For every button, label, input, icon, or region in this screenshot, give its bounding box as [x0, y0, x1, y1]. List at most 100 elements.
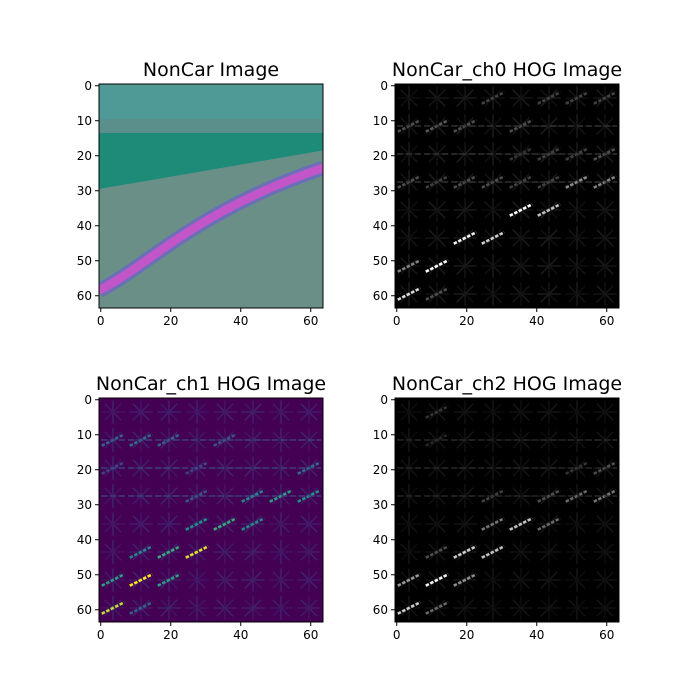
- hog-gradient-mark: [509, 119, 533, 133]
- hog-cell-line: [512, 459, 530, 477]
- hog-gradient-mark: [101, 573, 125, 587]
- y-tick-label: 50: [77, 568, 92, 582]
- hog-gradient-mark: [129, 545, 153, 559]
- hog-gradient-mark: [425, 405, 449, 419]
- hog-gradient-mark: [453, 573, 477, 587]
- hog-cell-line: [596, 571, 614, 589]
- y-tick-label: 40: [373, 219, 388, 233]
- x-tick-label: 60: [303, 314, 318, 328]
- y-tick-label: 10: [77, 114, 92, 128]
- hog-gradient-mark: [537, 517, 561, 531]
- hog-background: [395, 84, 619, 308]
- hog-cell-line: [216, 599, 234, 617]
- hog-gradient-mark: [481, 545, 505, 559]
- hog-cell-line: [400, 229, 418, 247]
- hog-cell-line: [104, 515, 122, 533]
- hog-cell-line: [512, 571, 530, 589]
- hog-cell-line: [596, 515, 614, 533]
- horizon-band: [99, 119, 323, 133]
- hog-cell-line: [160, 403, 178, 421]
- y-tick-label: 30: [77, 184, 92, 198]
- hog-cell-line: [428, 201, 446, 219]
- subplot-0: NonCar Image 0 20 40 60 0 10 20 30 40 50 60: [77, 59, 324, 328]
- x-tick-label: 40: [233, 314, 248, 328]
- hog-cell-line: [428, 515, 446, 533]
- y-tick-label: 20: [373, 463, 388, 477]
- hog-cell-line: [568, 229, 586, 247]
- hog-gradient-mark: [425, 573, 449, 587]
- subplot-title: NonCar_ch1 HOG Image: [96, 373, 326, 395]
- y-tick-label: 0: [380, 393, 388, 407]
- y-tick-label: 50: [77, 254, 92, 268]
- y-tick-label: 30: [77, 498, 92, 512]
- hog-gradient-mark: [185, 545, 209, 559]
- hog-cell-line: [568, 571, 586, 589]
- hog-cell-line: [568, 543, 586, 561]
- y-tick-label: 50: [373, 254, 388, 268]
- hog-cell-line: [244, 431, 262, 449]
- lane-line: [99, 164, 323, 295]
- hog-cell-line: [512, 599, 530, 617]
- hog-gradient-mark: [481, 231, 505, 245]
- hog-cell-line: [272, 515, 290, 533]
- x-tick-label: 60: [599, 628, 614, 642]
- hog-cell-line: [400, 403, 418, 421]
- hog-cell-line: [400, 201, 418, 219]
- hog-cell-line: [456, 515, 474, 533]
- hog-gradient-mark: [593, 91, 617, 105]
- hog-cell-line: [456, 257, 474, 275]
- hog-cell-line: [512, 285, 530, 303]
- y-tick-label: 0: [84, 393, 92, 407]
- hog-cell-line: [484, 403, 502, 421]
- y-tick-label: 20: [77, 149, 92, 163]
- hog-gradient-mark: [537, 91, 561, 105]
- hog-cell-line: [540, 459, 558, 477]
- hog-gradient-mark: [397, 601, 421, 615]
- x-tick-label: 20: [459, 628, 474, 642]
- hog-gradient-mark: [565, 91, 589, 105]
- hog-cell-line: [512, 487, 530, 505]
- hog-cell-line: [484, 285, 502, 303]
- hog-gradient-mark: [425, 545, 449, 559]
- hog-cell-line: [216, 403, 234, 421]
- hog-gradient-mark: [241, 489, 265, 503]
- hog-cell-line: [568, 285, 586, 303]
- hog-gradient-mark: [397, 287, 421, 301]
- y-tick-label: 20: [373, 149, 388, 163]
- y-tick-label: 60: [77, 603, 92, 617]
- image-area: [395, 84, 619, 308]
- hog-cell-line: [596, 257, 614, 275]
- hog-cell-line: [456, 599, 474, 617]
- hog-gradient-mark: [425, 287, 449, 301]
- hog-cell-line: [188, 403, 206, 421]
- hog-gradient-mark: [157, 573, 181, 587]
- image-area: [395, 398, 619, 622]
- hog-cell-line: [428, 89, 446, 107]
- y-tick-label: 60: [373, 603, 388, 617]
- y-tick-label: 0: [84, 79, 92, 93]
- y-tick-label: 0: [380, 79, 388, 93]
- hog-cell-line: [568, 201, 586, 219]
- hog-cell-line: [596, 285, 614, 303]
- hog-cell-line: [540, 117, 558, 135]
- subplot-title: NonCar_ch2 HOG Image: [392, 373, 622, 395]
- hog-cell-line: [132, 403, 150, 421]
- x-tick-label: 40: [529, 628, 544, 642]
- y-tick-label: 40: [373, 533, 388, 547]
- hog-cell-line: [160, 515, 178, 533]
- y-tick-label: 40: [77, 533, 92, 547]
- hog-gradient-mark: [509, 203, 533, 217]
- hog-cell-line: [568, 403, 586, 421]
- hog-gradient-mark: [537, 203, 561, 217]
- hog-cell-line: [512, 257, 530, 275]
- hog-gradient-mark: [157, 545, 181, 559]
- axes-frame: [394, 397, 620, 623]
- hog-gradient-mark: [453, 231, 477, 245]
- x-tick-label: 40: [529, 314, 544, 328]
- hog-gradient-mark: [101, 601, 125, 615]
- grass-region: [99, 133, 323, 189]
- hog-cell-line: [132, 515, 150, 533]
- hog-cell-line: [272, 543, 290, 561]
- subplot-title: NonCar_ch0 HOG Image: [392, 59, 622, 81]
